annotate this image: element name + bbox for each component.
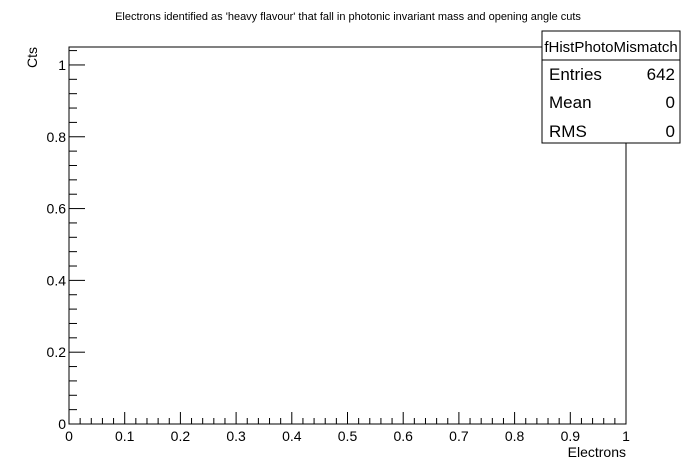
stats-rms-label: RMS xyxy=(549,122,587,141)
x-axis: 0 0.1 0.2 0.3 0.4 0.5 0.6 0.7 0.8 0.9 1 xyxy=(65,412,630,444)
y-tick-label: 0.8 xyxy=(47,129,67,145)
x-tick-label: 0.6 xyxy=(393,428,413,444)
y-tick-label: 0 xyxy=(58,416,66,432)
y-tick-label: 0.6 xyxy=(47,201,67,217)
y-axis-label: Cts xyxy=(24,47,40,68)
stats-entries-value: 642 xyxy=(647,65,675,84)
x-axis-label: Electrons xyxy=(568,444,626,460)
x-tick-label: 0.8 xyxy=(505,428,525,444)
y-tick-label: 1 xyxy=(58,57,66,73)
stats-box: fHistPhotoMismatch Entries 642 Mean 0 RM… xyxy=(541,30,681,144)
y-tick-label: 0.2 xyxy=(47,344,67,360)
x-tick-label: 0.4 xyxy=(282,428,302,444)
stats-entries-label: Entries xyxy=(549,65,602,84)
stats-box-frame xyxy=(541,30,681,144)
stats-mean-value: 0 xyxy=(666,93,675,112)
x-tick-label: 0.2 xyxy=(171,428,191,444)
y-tick-label: 0.4 xyxy=(47,272,67,288)
stats-mean-label: Mean xyxy=(549,93,592,112)
stats-rms-value: 0 xyxy=(666,122,675,141)
x-tick-label: 0.1 xyxy=(115,428,135,444)
y-axis: 0 0.2 0.4 0.6 0.8 1 xyxy=(47,50,85,432)
x-tick-label: 0 xyxy=(65,428,73,444)
x-tick-label: 0.5 xyxy=(338,428,358,444)
x-tick-label: 0.9 xyxy=(561,428,581,444)
x-tick-label: 0.7 xyxy=(449,428,469,444)
x-tick-label: 0.3 xyxy=(226,428,246,444)
chart-title: Electrons identified as 'heavy flavour' … xyxy=(115,11,581,23)
stats-box-title: fHistPhotoMismatch xyxy=(544,39,677,56)
x-tick-label: 1 xyxy=(622,428,630,444)
